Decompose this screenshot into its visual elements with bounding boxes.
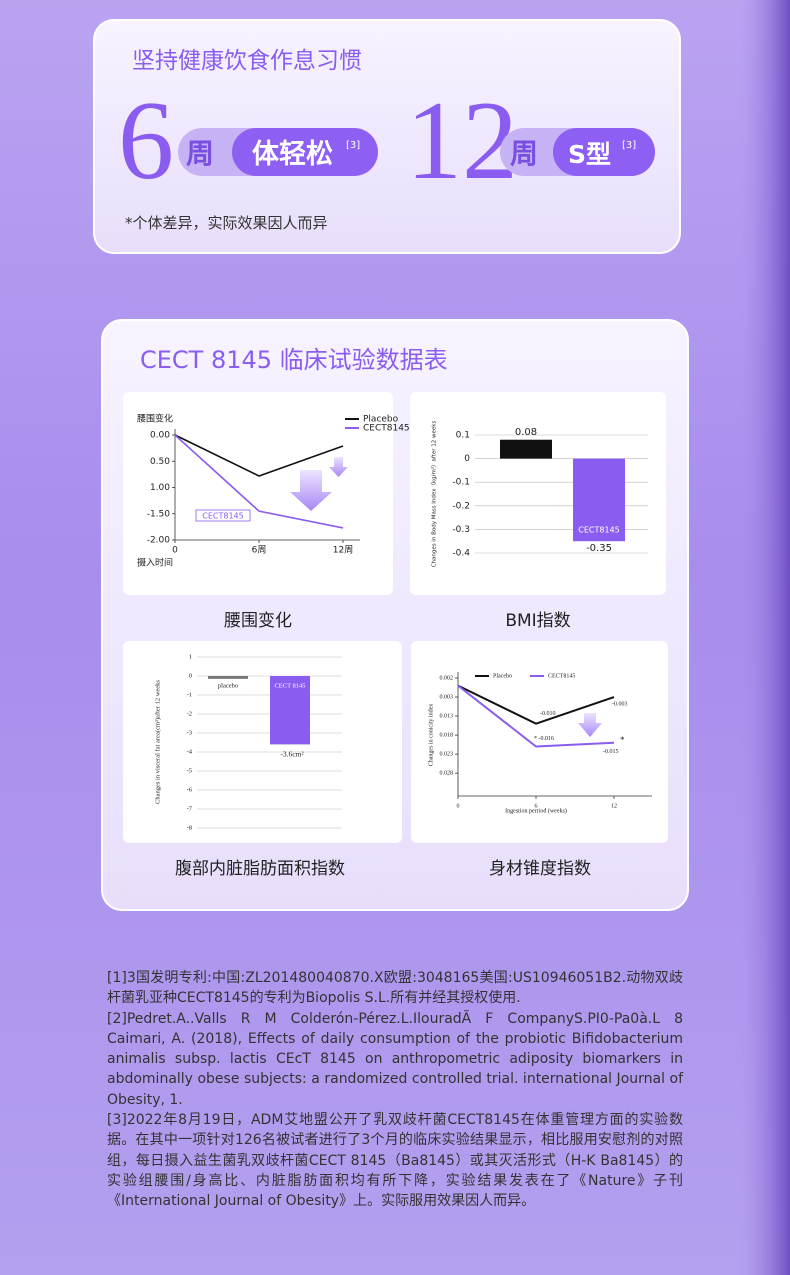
y-tick-label: 0.00	[150, 431, 170, 441]
x-axis-label: 摄入时间	[137, 557, 173, 569]
panel	[411, 641, 668, 843]
y-axis-label: Changes in visceral fat area(cm²)after 1…	[154, 680, 161, 804]
annotation: CECT8145	[202, 512, 243, 521]
panel	[123, 641, 402, 843]
big-number: 6	[118, 79, 174, 203]
x-axis-label: Ingestion perriod (weeks)	[505, 807, 567, 814]
edge-shade	[740, 0, 790, 1275]
reference: [3]2022年8月19日，ADM艾地盟公开了乳双歧杆菌CECT8145在体重管…	[107, 1112, 683, 1210]
x-tick-label: 12	[611, 803, 617, 809]
legend-label: CECT8145	[363, 424, 410, 434]
bar	[573, 458, 625, 542]
y-axis-label: Changes in conicity index	[428, 704, 434, 767]
y-tick-label: -6	[187, 786, 193, 793]
y-tick-label: 0.028	[440, 771, 454, 777]
value-label: -3.6cm²	[280, 750, 304, 759]
x-tick-label: 12周	[333, 545, 353, 556]
y-tick-label: 0.50	[150, 457, 170, 467]
header-title: 坚持健康饮食作息习惯	[132, 48, 362, 74]
y-tick-label: 0.023	[440, 752, 454, 758]
y-tick-label: -1.50	[147, 509, 171, 519]
pill-dark	[553, 128, 655, 176]
value-label: -0.015	[603, 749, 619, 755]
series-line	[457, 684, 615, 725]
y-tick-label: 1.00	[150, 483, 170, 493]
x-tick-label: 0	[457, 803, 460, 809]
bar	[500, 439, 552, 459]
category-label: placebo	[218, 682, 238, 689]
top-card	[93, 19, 681, 254]
legend-label: Placebo	[493, 673, 512, 679]
caption: 腰围变化	[224, 611, 292, 631]
y-tick-label: 0.013	[440, 713, 454, 719]
annotation-box	[195, 509, 251, 522]
y-tick-label: -0.3	[452, 525, 470, 535]
y-tick-label: 0.018	[440, 732, 454, 738]
y-tick-label: -2	[187, 710, 192, 717]
reference: [1]3国发明专利:中国:ZL201480040870.X欧盟:3048165美…	[107, 970, 683, 1007]
ref-mark: [3]	[346, 140, 360, 151]
caption: 腹部内脏脂肪面积指数	[175, 859, 345, 879]
note: *个体差异，实际效果因人而异	[125, 214, 328, 232]
series-line	[457, 684, 615, 748]
annotation: *	[620, 735, 625, 745]
legend-label: Placebo	[363, 415, 399, 425]
value-label: -0.35	[586, 543, 612, 554]
bar-label: CECT8145	[578, 526, 619, 535]
reference: [2]Pedret.A..Valls R M Colderón-Pérez.L.…	[107, 1010, 683, 1108]
y-tick-label: 0.1	[456, 431, 470, 441]
y-tick-label: -5	[187, 767, 192, 774]
pill-label: 体轻松	[252, 139, 333, 170]
caption: 身材锥度指数	[489, 859, 591, 879]
category-label: CECT 8145	[274, 682, 305, 689]
y-tick-label: 0.002	[440, 675, 454, 681]
y-tick-label: -8	[187, 824, 192, 831]
y-axis-label: 腰围变化	[137, 413, 173, 425]
big-number: 12	[406, 79, 518, 203]
unit: 周	[510, 137, 538, 170]
references: [1]3国发明专利:中国:ZL201480040870.X欧盟:3048165美…	[107, 968, 683, 1212]
pill-label: S型	[568, 140, 611, 169]
x-tick-label: 6	[535, 803, 538, 809]
arrow-icon	[578, 713, 602, 737]
value-label: * -0.016	[534, 736, 554, 742]
bar	[208, 676, 248, 679]
y-tick-label: 0.003	[440, 694, 454, 700]
y-tick-label: -2.00	[147, 536, 171, 546]
series-line	[174, 434, 344, 477]
arrow-icon	[290, 470, 332, 511]
legend-label: CECT8145	[548, 673, 575, 679]
x-tick-label: 0	[172, 546, 178, 556]
y-tick-label: -0.4	[452, 549, 470, 559]
y-tick-label: -7	[187, 805, 193, 812]
y-tick-label: -0.1	[452, 478, 470, 488]
y-tick-label: 1	[189, 653, 192, 660]
y-tick-label: -3	[187, 729, 192, 736]
caption: BMI指数	[505, 611, 570, 631]
y-tick-label: -0.2	[452, 501, 470, 511]
bar	[270, 676, 310, 745]
unit: 周	[186, 137, 214, 170]
panel	[410, 392, 666, 595]
y-tick-label: 0	[189, 672, 192, 679]
section-title: CECT 8145 临床试验数据表	[140, 346, 448, 374]
y-tick-label: -1	[187, 691, 192, 698]
pill-dark	[232, 128, 378, 176]
y-axis-label: Changes in Body Mass Index（kg/m²）after 1…	[431, 421, 438, 568]
y-tick-label: 0	[464, 454, 470, 464]
value-label: -0.003	[612, 701, 628, 707]
ref-mark: [3]	[622, 140, 636, 151]
arrow-icon	[329, 457, 348, 477]
y-tick-label: -4	[187, 748, 193, 755]
x-tick-label: 6周	[252, 545, 267, 556]
value-label: -0.010	[540, 711, 556, 717]
value-label: 0.08	[515, 427, 537, 438]
series-line	[174, 434, 344, 529]
